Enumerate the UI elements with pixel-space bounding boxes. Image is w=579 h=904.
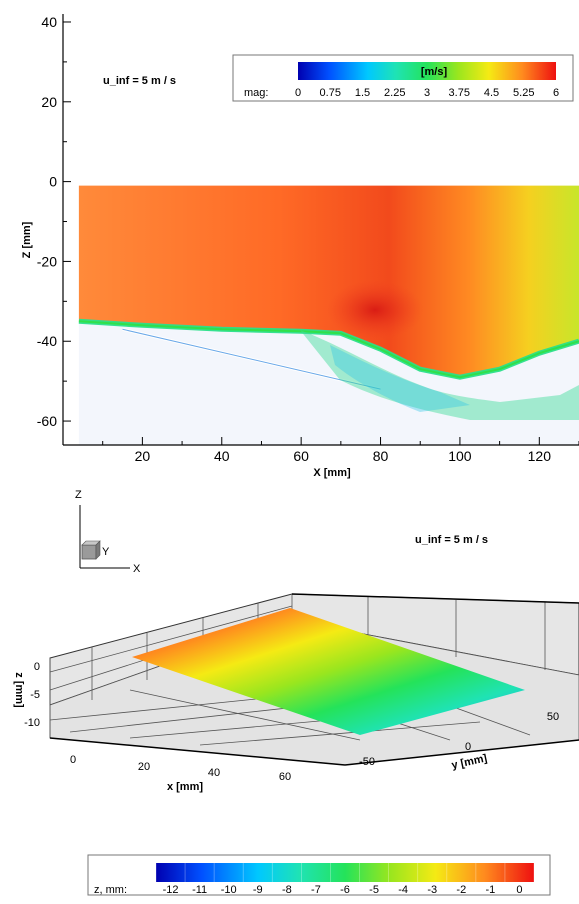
x-axis-3d: 0 20 40 60 x [mm] (70, 754, 291, 793)
colorbar-tick-label-3d: -9 (253, 884, 263, 896)
z-tick: -10 (24, 717, 40, 729)
z-tick: 0 (34, 661, 40, 673)
y-axis-label: Z [mm] (21, 221, 33, 258)
y-tick: 50 (547, 711, 559, 723)
y-tick-label: -60 (37, 413, 57, 429)
triad-y-label: Y (102, 546, 110, 558)
x-axis-label-3d: x [mm] (167, 781, 203, 793)
colorbar-tick-label-3d: -10 (221, 884, 237, 896)
colorbar-tick-label-3d: -6 (340, 884, 350, 896)
x-tick-label: 120 (528, 448, 552, 464)
x-tick: 0 (70, 754, 76, 766)
y-tick-label: 20 (41, 94, 57, 110)
y-ticks: 40 20 0 -20 -40 -60 (37, 14, 71, 429)
velocity-field-region (78, 185, 579, 378)
colorbar-ticks-3d: -12 -11 -10 -9 -8 -7 -6 -5 -4 -3 -2 -1 0 (155, 863, 535, 896)
interface-line (78, 320, 579, 379)
colorbar-tick-label: 5.25 (513, 87, 534, 99)
y-axis-label-3d: y [mm] (450, 752, 488, 771)
colorbar-tick-label: 6 (553, 87, 559, 99)
triad-box-side (95, 540, 101, 560)
triad-z-label: Z (75, 489, 82, 501)
colorbar-variable: mag: (244, 87, 268, 99)
colorbar-ticks: 0 0.75 1.5 2.25 3 3.75 4.5 5.25 6 (295, 87, 559, 99)
x-tick-label: 100 (448, 448, 472, 464)
surface (132, 608, 525, 735)
colorbar-tick-label-3d: -1 (485, 884, 495, 896)
velocity-hotspot (327, 280, 423, 340)
x-tick: 40 (208, 767, 220, 779)
colorbar-tick-label: 3.75 (449, 87, 470, 99)
colorbar-3d (156, 863, 534, 882)
x-axis-label: X [mm] (313, 467, 351, 479)
triad-box (81, 544, 97, 560)
bottom-chart: Z Y X u_inf = 5 m / s (13, 489, 579, 896)
triad-x-label: X (133, 563, 141, 575)
annotation-uinf-3d: u_inf = 5 m / s (415, 534, 488, 546)
x-ticks: 20 40 60 80 100 120 (102, 437, 579, 464)
colorbar-tick-label-3d: -7 (311, 884, 321, 896)
colorbar (298, 62, 556, 80)
colorbar-tick-label: 1.5 (355, 87, 370, 99)
y-tick: -50 (359, 756, 375, 768)
annotation-uinf: u_inf = 5 m / s (103, 75, 176, 87)
y-tick-label: -40 (37, 333, 57, 349)
colorbar-tick-label: 3 (424, 87, 430, 99)
colorbar-tick-label: 2.25 (384, 87, 405, 99)
axes-triad: Z Y X (75, 489, 141, 575)
top-back-edge (291, 593, 579, 604)
z-axis-label-3d: z [mm] (13, 672, 25, 708)
y-tick-label: -20 (37, 253, 57, 269)
colorbar-legend-3d: z, mm: -12 -11 -10 -9 -8 -7 -6 -5 -4 -3 -2 -1 0 (87, 854, 551, 896)
plate-shadow (122, 328, 381, 390)
y-tick: 0 (465, 741, 471, 753)
y-tick-label: 40 (41, 14, 57, 30)
colorbar-unit: [m/s] (421, 66, 448, 78)
colorbar-tick-label-3d: -11 (192, 884, 207, 896)
x-tick-label: 80 (373, 448, 389, 464)
front-edge (49, 737, 346, 766)
colorbar-legend: [m/s] mag: 0 0.75 1.5 2.25 3 3.75 4.5 5.25 6 (232, 54, 574, 102)
colorbar-tick-label-3d: -5 (369, 884, 379, 896)
x-tick-label: 40 (214, 448, 230, 464)
colorbar-tick-label: 0.75 (320, 87, 341, 99)
z-axis-3d: 0 -5 -10 z [mm] (13, 661, 40, 729)
wake-patch (300, 330, 579, 420)
low-velocity-region (78, 321, 579, 445)
colorbar-tick-label: 0 (295, 87, 301, 99)
colorbar-tick-label-3d: -12 (163, 884, 179, 896)
x-tick: 60 (279, 771, 291, 783)
colorbar-variable-3d: z, mm: (94, 884, 127, 896)
right-edge (344, 739, 579, 766)
wake-patch-2 (330, 345, 470, 412)
colorbar-tick-label: 4.5 (484, 87, 499, 99)
colorbar-tick-label-3d: -3 (427, 884, 437, 896)
x-tick-label: 20 (135, 448, 151, 464)
colorbar-tick-label-3d: 0 (516, 884, 522, 896)
colorbar-tick-label-3d: -2 (456, 884, 466, 896)
colorbar-tick-label-3d: -8 (282, 884, 292, 896)
x-tick: 20 (138, 761, 150, 773)
colorbar-tick-label-3d: -4 (398, 884, 408, 896)
x-tick-label: 60 (293, 448, 309, 464)
z-tick: -5 (30, 689, 40, 701)
y-tick-label: 0 (49, 174, 57, 190)
